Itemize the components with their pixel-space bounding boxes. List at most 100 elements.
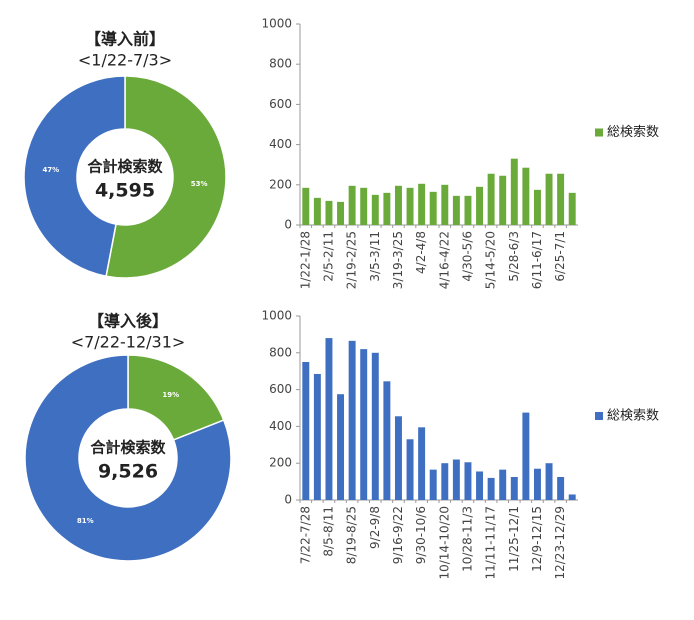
y-tick-label: 1000 [261, 309, 292, 323]
bar [383, 192, 391, 225]
bar [429, 191, 437, 225]
x-tick-label: 3/5-3/11 [368, 231, 382, 282]
x-tick-label: 6/11-6/17 [530, 231, 544, 289]
bar [394, 416, 402, 500]
y-tick-label: 800 [269, 57, 292, 71]
bar [325, 338, 333, 500]
chart-title: 【導入前】 [85, 30, 165, 49]
x-tick-label: 3/19-3/25 [391, 231, 405, 289]
bar [371, 194, 379, 225]
x-tick-label: 4/2-4/8 [414, 231, 428, 274]
x-tick-label: 4/30-5/6 [460, 231, 474, 282]
bar [348, 340, 356, 500]
x-tick-label: 10/28-11/3 [460, 506, 474, 572]
bar [487, 173, 495, 225]
x-tick-label: 5/28-6/3 [507, 231, 521, 282]
bar [348, 185, 356, 225]
bar [557, 173, 565, 225]
bar [545, 173, 553, 225]
bar [522, 167, 530, 225]
y-tick-label: 400 [269, 137, 292, 151]
bar [418, 183, 426, 225]
slice-label: 47% [42, 166, 59, 174]
pie-slice [105, 75, 227, 279]
x-tick-label: 11/11-11/17 [484, 506, 498, 580]
bar [568, 494, 576, 500]
pie-slice [24, 354, 232, 562]
bar [371, 352, 379, 500]
bar [510, 477, 518, 500]
bar [476, 471, 484, 500]
bar [325, 200, 333, 225]
bar [302, 187, 310, 225]
bar [394, 185, 402, 225]
y-tick-label: 1000 [261, 17, 292, 31]
bar [337, 201, 345, 225]
bar [499, 469, 507, 500]
bar [383, 381, 391, 500]
x-tick-label: 7/22-7/28 [298, 506, 312, 564]
x-tick-label: 10/14-10/20 [437, 506, 451, 580]
chart-subtitle: <7/22-12/31> [71, 333, 186, 352]
bar [302, 362, 310, 500]
bar [522, 412, 530, 500]
legend-swatch [595, 412, 603, 420]
y-tick-label: 600 [269, 382, 292, 396]
slice-label: 19% [162, 391, 179, 399]
x-tick-label: 2/5-2/11 [321, 231, 335, 282]
bar [441, 463, 449, 500]
bar [429, 469, 437, 500]
bar [360, 349, 368, 500]
chart-title: 【導入後】 [88, 312, 168, 331]
bar [441, 184, 449, 225]
bar [499, 175, 507, 225]
bar [360, 187, 368, 225]
y-tick-label: 400 [269, 419, 292, 433]
y-tick-label: 800 [269, 345, 292, 359]
bar [545, 463, 553, 500]
x-tick-label: 9/30-10/6 [414, 506, 428, 564]
x-tick-label: 8/5-8/11 [321, 506, 335, 557]
x-tick-label: 9/16-9/22 [391, 506, 405, 564]
x-tick-label: 2/19-2/25 [345, 231, 359, 289]
bar [452, 195, 460, 225]
bar [533, 189, 541, 225]
chart-subtitle: <1/22-7/3> [78, 51, 172, 70]
bar [452, 459, 460, 500]
bar [313, 197, 321, 225]
x-tick-label: 5/14-5/20 [484, 231, 498, 289]
legend-label: 総検索数 [607, 125, 659, 140]
center-text: 4,595 [95, 180, 155, 202]
x-tick-label: 12/23-12/29 [553, 506, 567, 580]
y-tick-label: 0 [284, 218, 292, 232]
x-tick-label: 9/2-9/8 [368, 506, 382, 549]
bar [464, 195, 472, 225]
x-tick-label: 6/25-7/1 [553, 231, 567, 282]
bar [568, 192, 576, 225]
bar [406, 187, 414, 225]
center-text: 合計検索数 [86, 158, 163, 176]
bar [406, 439, 414, 500]
bar [313, 373, 321, 500]
x-tick-label: 8/19-8/25 [345, 506, 359, 564]
x-tick-label: 11/25-12/1 [507, 506, 521, 572]
center-text: 合計検索数 [89, 439, 166, 457]
x-tick-label: 4/16-4/22 [437, 231, 451, 289]
bar [418, 427, 426, 500]
x-tick-label: 12/9-12/15 [530, 506, 544, 572]
slice-label: 81% [77, 517, 94, 525]
y-tick-label: 600 [269, 97, 292, 111]
pie-slice [23, 75, 126, 278]
legend-swatch [595, 128, 603, 137]
bar [464, 462, 472, 500]
center-text: 9,526 [98, 461, 158, 483]
slice-label: 53% [191, 180, 208, 188]
y-tick-label: 200 [269, 177, 292, 191]
y-tick-label: 200 [269, 456, 292, 470]
bar [510, 158, 518, 225]
x-tick-label: 1/22-1/28 [298, 231, 312, 289]
bar [337, 394, 345, 500]
legend-label: 総検索数 [607, 409, 659, 424]
bar [476, 186, 484, 225]
